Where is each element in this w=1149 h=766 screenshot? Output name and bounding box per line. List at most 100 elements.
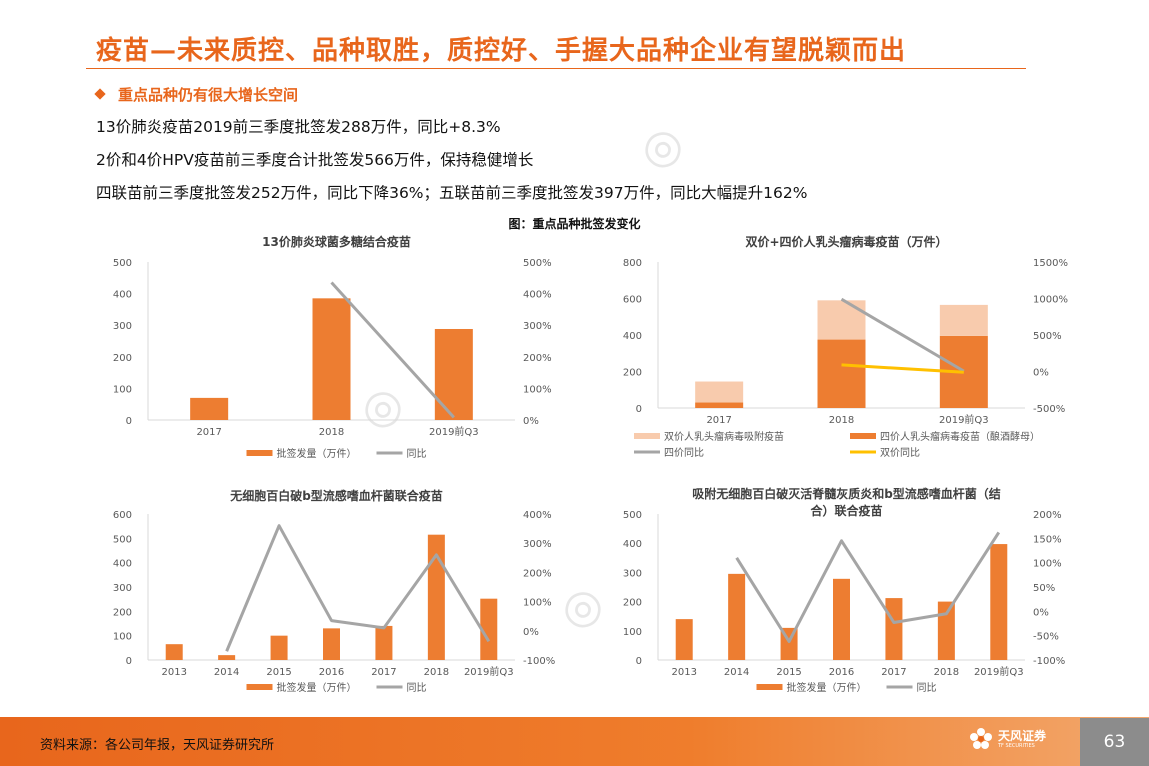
x-tick-label: 2019前Q3 <box>939 413 989 426</box>
x-tick-label: 2018 <box>319 427 344 438</box>
body-line: 四联苗前三季度批签发252万件，同比下降36%；五联苗前三季度批签发397万件，… <box>96 184 808 202</box>
chart-title: 无细胞百白破b型流感嗜血杆菌联合疫苗 <box>229 488 443 503</box>
bar <box>165 644 183 660</box>
bar <box>833 578 850 660</box>
y2-tick-label: 100% <box>523 598 552 609</box>
watermark: ◎ <box>626 113 694 181</box>
y-tick-label: 0 <box>126 656 132 667</box>
series-line <box>735 531 1001 644</box>
series-line <box>841 363 964 374</box>
chart-pcv13: 13价肺炎球菌多糖结合疫苗 0 100 200 300 400 500 0% 100% 200% 3… <box>113 234 552 460</box>
y2-tick-label: 1500% <box>1033 258 1068 269</box>
y-tick-label: 200 <box>623 368 642 379</box>
chart-pentaxim: 吸附无细胞百白破灭活脊髓灰质炎和b型流感嗜血杆菌（结合）联合疫苗 0 100 200 3… <box>623 486 1065 694</box>
company-logo: 天风证券 TF SECURITIES <box>968 726 1046 752</box>
title-divider <box>86 68 1026 69</box>
legend-swatch <box>850 433 876 439</box>
y-tick-label: 400 <box>113 290 132 301</box>
bar <box>427 534 445 660</box>
bar <box>939 304 988 336</box>
bar <box>817 300 866 340</box>
y-tick-label: 0 <box>636 656 642 667</box>
x-tick-label: 2013 <box>161 667 186 678</box>
page-title: 疫苗—未来质控、品种取胜，质控好、手握大品种企业有望脱颖而出 <box>96 36 907 66</box>
x-tick-label: 2013 <box>671 667 696 678</box>
y-tick-label: 100 <box>623 627 642 638</box>
chart-title: 合）联合疫苗 <box>810 503 882 518</box>
y2-tick-label: 400% <box>523 290 552 301</box>
chart-dtap-hib: 无细胞百白破b型流感嗜血杆菌联合疫苗 0 100 200 300 400 500 600 -10… <box>113 488 555 694</box>
bar <box>885 598 903 660</box>
x-tick-label: 2017 <box>196 427 221 438</box>
y-tick-label: 100 <box>113 384 132 395</box>
legend-label: 四价人乳头瘤病毒疫苗（酿酒酵母） <box>880 430 1040 443</box>
legend-swatch <box>756 684 783 690</box>
figure-caption: 图：重点品种批签发变化 <box>508 217 641 231</box>
bar <box>270 635 288 660</box>
page-number: 63 <box>1080 718 1149 766</box>
y2-tick-label: 0% <box>1033 607 1049 618</box>
logo-subtext: TF SECURITIES <box>998 742 1035 749</box>
y-tick-label: 500 <box>113 534 132 545</box>
y2-tick-label: 500% <box>1033 331 1062 342</box>
y-tick-label: 400 <box>623 331 642 342</box>
bar <box>675 619 693 660</box>
y2-tick-label: -100% <box>1033 656 1065 667</box>
legend-label: 同比 <box>917 682 937 694</box>
y-tick-label: 100 <box>113 632 132 643</box>
x-tick-label: 2015 <box>266 667 291 678</box>
bar <box>695 381 744 403</box>
y2-tick-label: 200% <box>523 568 552 579</box>
x-tick-label: 2017 <box>371 667 396 678</box>
x-tick-label: 2016 <box>829 667 854 678</box>
chart-title: 双价+四价人乳头瘤病毒疫苗（万件） <box>745 234 947 249</box>
y-tick-label: 500 <box>623 510 642 521</box>
body-line: 2价和4价HPV疫苗前三季度合计批签发566万件，保持稳健增长 <box>96 151 534 169</box>
y2-tick-label: -500% <box>1033 404 1065 415</box>
bar <box>937 601 955 660</box>
chart-title: 吸附无细胞百白破灭活脊髓灰质炎和b型流感嗜血杆菌（结 <box>692 486 1001 501</box>
x-tick-label: 2019前Q3 <box>429 425 479 438</box>
y2-tick-label: 100% <box>1033 559 1062 570</box>
y2-tick-label: 1000% <box>1033 295 1068 306</box>
y-tick-label: 400 <box>623 539 642 550</box>
y-tick-label: 200 <box>113 607 132 618</box>
y-tick-label: 0 <box>126 416 132 427</box>
bar <box>480 598 498 660</box>
y-tick-label: 200 <box>113 353 132 364</box>
bar <box>323 628 340 660</box>
x-tick-label: 2019前Q3 <box>974 665 1024 678</box>
logo-text: 天风证券 <box>998 728 1047 743</box>
y-tick-label: 200 <box>623 598 642 609</box>
legend-label: 双价人乳头瘤病毒吸附疫苗 <box>664 430 784 443</box>
diamond-bullet-icon <box>94 88 106 100</box>
series-line <box>225 524 491 652</box>
bar <box>695 402 744 408</box>
x-tick-label: 2017 <box>881 667 906 678</box>
y-tick-label: 0 <box>636 404 642 415</box>
y2-tick-label: 0% <box>523 627 539 638</box>
bar <box>817 339 866 408</box>
x-tick-label: 2014 <box>724 667 749 678</box>
footer-source: 资料来源：各公司年报，天风证券研究所 <box>40 738 275 753</box>
x-tick-label: 2014 <box>214 667 239 678</box>
y-tick-label: 400 <box>113 559 132 570</box>
bar <box>218 655 236 660</box>
y-tick-label: 300 <box>113 583 132 594</box>
bar <box>728 573 746 660</box>
bar <box>375 625 393 660</box>
legend-label: 同比 <box>407 682 427 694</box>
y2-tick-label: -50% <box>1033 632 1059 643</box>
x-tick-label: 2018 <box>829 415 854 426</box>
y2-tick-label: 0% <box>523 416 539 427</box>
y2-tick-label: 50% <box>1033 583 1055 594</box>
body-line: 13价肺炎疫苗2019前三季度批签发288万件，同比+8.3% <box>96 118 501 136</box>
y2-tick-label: 0% <box>1033 368 1049 379</box>
x-tick-label: 2016 <box>319 667 344 678</box>
y2-tick-label: 150% <box>1033 534 1062 545</box>
x-tick-label: 2018 <box>424 667 449 678</box>
legend-label: 四价同比 <box>664 447 704 459</box>
x-tick-label: 2019前Q3 <box>464 665 514 678</box>
y-tick-label: 800 <box>623 258 642 269</box>
